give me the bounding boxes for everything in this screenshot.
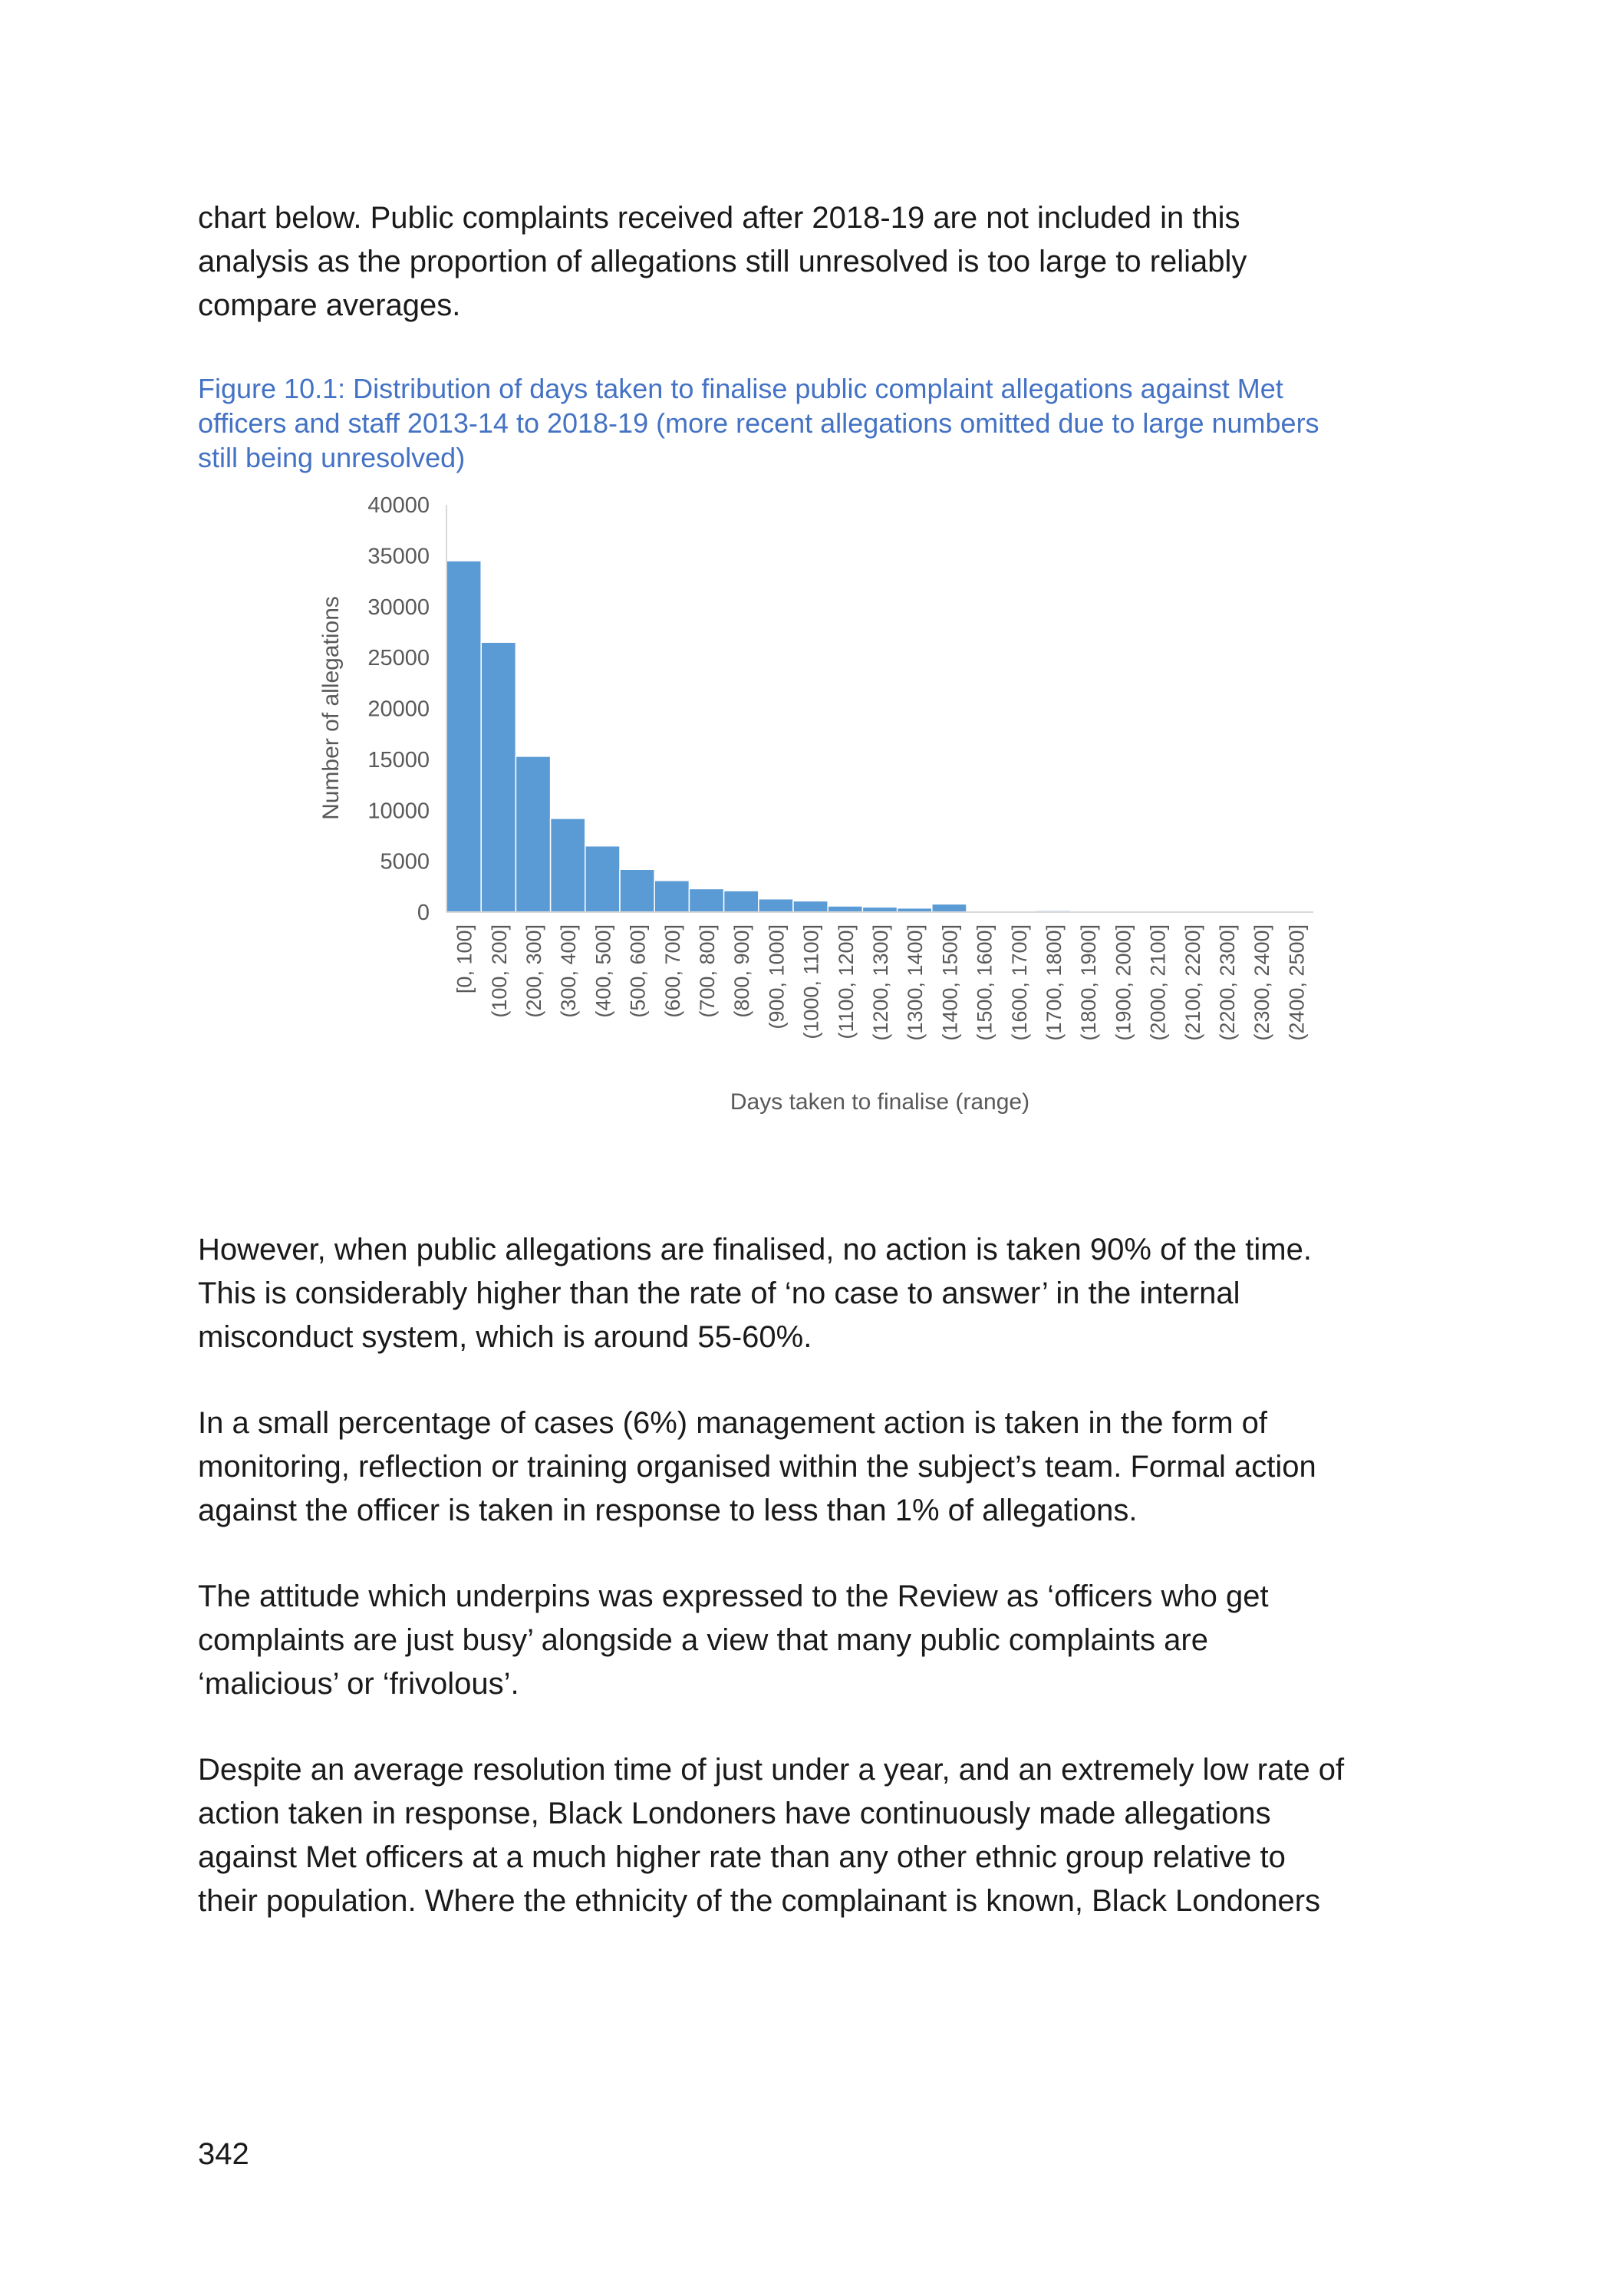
text-line: against the officer is taken in response…: [198, 1494, 1138, 1527]
y-axis-ticks: 0 5000 10000 15000 20000 25000 30000 35000 40000: [367, 493, 430, 925]
x-axis-label: Days taken to finalise (range): [730, 1089, 1029, 1115]
x-tick-label: (400, 500]: [591, 924, 614, 1018]
bar: [688, 888, 725, 913]
body-paragraph-4: Despite an average resolution time of ju…: [198, 1748, 1456, 1923]
x-tick-label: (2400, 2500]: [1285, 924, 1308, 1041]
bar: [723, 890, 759, 913]
y-tick-label: 35000: [367, 544, 430, 568]
y-tick-label: 15000: [367, 748, 430, 772]
intro-paragraph: chart below. Public complaints received …: [198, 196, 1456, 328]
bar: [515, 756, 552, 913]
x-tick-label: (2000, 2100]: [1147, 924, 1170, 1041]
x-tick-label: (600, 700]: [661, 924, 684, 1018]
bar: [931, 903, 967, 913]
bar: [619, 868, 655, 913]
x-tick-label: (500, 600]: [627, 924, 650, 1018]
bar: [446, 560, 482, 913]
text-line: Despite an average resolution time of ju…: [198, 1753, 1345, 1787]
x-tick-label: (1800, 1900]: [1077, 924, 1100, 1041]
bar: [758, 898, 794, 913]
x-tick-label: [0, 100]: [453, 924, 476, 993]
text-line: ‘malicious’ or ‘frivolous’.: [198, 1667, 519, 1701]
x-tick-label: (1900, 2000]: [1112, 924, 1135, 1041]
x-tick-label: (900, 1000]: [765, 924, 788, 1029]
text-line: action taken in response, Black Londoner…: [198, 1797, 1271, 1830]
text-line: compare averages.: [198, 288, 461, 322]
bar: [585, 845, 621, 913]
bar: [549, 818, 586, 913]
text-line: The attitude which underpins was express…: [198, 1580, 1269, 1613]
y-tick-label: 30000: [367, 595, 430, 620]
text-line: monitoring, reflection or training organ…: [198, 1450, 1316, 1484]
text-line: against Met officers at a much higher ra…: [198, 1840, 1286, 1874]
caption-line: still being unresolved): [198, 442, 466, 473]
figure-caption: Figure 10.1: Distribution of days taken …: [198, 371, 1319, 475]
bars: [446, 560, 1314, 913]
text-line: In a small percentage of cases (6%) mana…: [198, 1406, 1268, 1440]
x-tick-label: (1600, 1700]: [1008, 924, 1031, 1041]
x-tick-label: (1400, 1500]: [938, 924, 961, 1041]
x-tick-label: (700, 800]: [696, 924, 719, 1018]
caption-line: Figure 10.1: Distribution of days taken …: [198, 373, 1283, 404]
x-tick-label: (100, 200]: [488, 924, 511, 1018]
text-line: However, when public allegations are fin…: [198, 1233, 1312, 1267]
text-line: misconduct system, which is around 55-60…: [198, 1320, 812, 1354]
text-line: This is considerably higher than the rat…: [198, 1276, 1240, 1310]
text-line: complaints are just busy’ alongside a vi…: [198, 1623, 1208, 1657]
y-tick-label: 40000: [367, 493, 430, 518]
x-tick-label: (1300, 1400]: [904, 924, 927, 1041]
x-tick-label: (1100, 1200]: [835, 924, 858, 1039]
x-tick-label: (1700, 1800]: [1043, 924, 1066, 1041]
x-tick-label: (1500, 1600]: [973, 924, 996, 1041]
y-tick-label: 25000: [367, 646, 430, 670]
x-tick-label: (1000, 1100]: [800, 924, 823, 1039]
x-tick-label: (300, 400]: [557, 924, 580, 1018]
bar: [792, 900, 828, 913]
x-tick-label: (800, 900]: [730, 924, 753, 1018]
y-tick-label: 5000: [380, 850, 430, 875]
x-axis-ticks: [0, 100] (100, 200] (200, 300] (300, 400] (4…: [453, 924, 1309, 1041]
text-line: chart below. Public complaints received …: [198, 201, 1240, 235]
y-tick-label: 20000: [367, 697, 430, 722]
text-line: their population. Where the ethnicity of…: [198, 1884, 1321, 1918]
x-tick-label: (2300, 2400]: [1250, 924, 1273, 1041]
page-number: 342: [198, 2137, 249, 2171]
x-tick-label: (2200, 2300]: [1216, 924, 1239, 1041]
text-line: analysis as the proportion of allegation…: [198, 245, 1247, 278]
x-tick-label: (2100, 2200]: [1181, 924, 1204, 1041]
bar: [480, 641, 517, 913]
histogram-chart: 0 5000 10000 15000 20000 25000 30000 35000 40000…: [318, 493, 1314, 1115]
x-tick-label: (200, 300]: [522, 924, 545, 1018]
bar: [827, 905, 864, 913]
y-tick-label: 10000: [367, 799, 430, 823]
bar: [654, 880, 690, 913]
caption-line: officers and staff 2013-14 to 2018-19 (m…: [198, 407, 1319, 439]
body-paragraph-1: However, when public allegations are fin…: [198, 1228, 1456, 1359]
x-tick-label: (1200, 1300]: [869, 924, 892, 1041]
body-paragraph-2: In a small percentage of cases (6%) mana…: [198, 1402, 1456, 1533]
y-axis-label: Number of allegations: [318, 596, 344, 820]
y-tick-label: 0: [417, 901, 430, 925]
body-paragraph-3: The attitude which underpins was express…: [198, 1575, 1456, 1706]
